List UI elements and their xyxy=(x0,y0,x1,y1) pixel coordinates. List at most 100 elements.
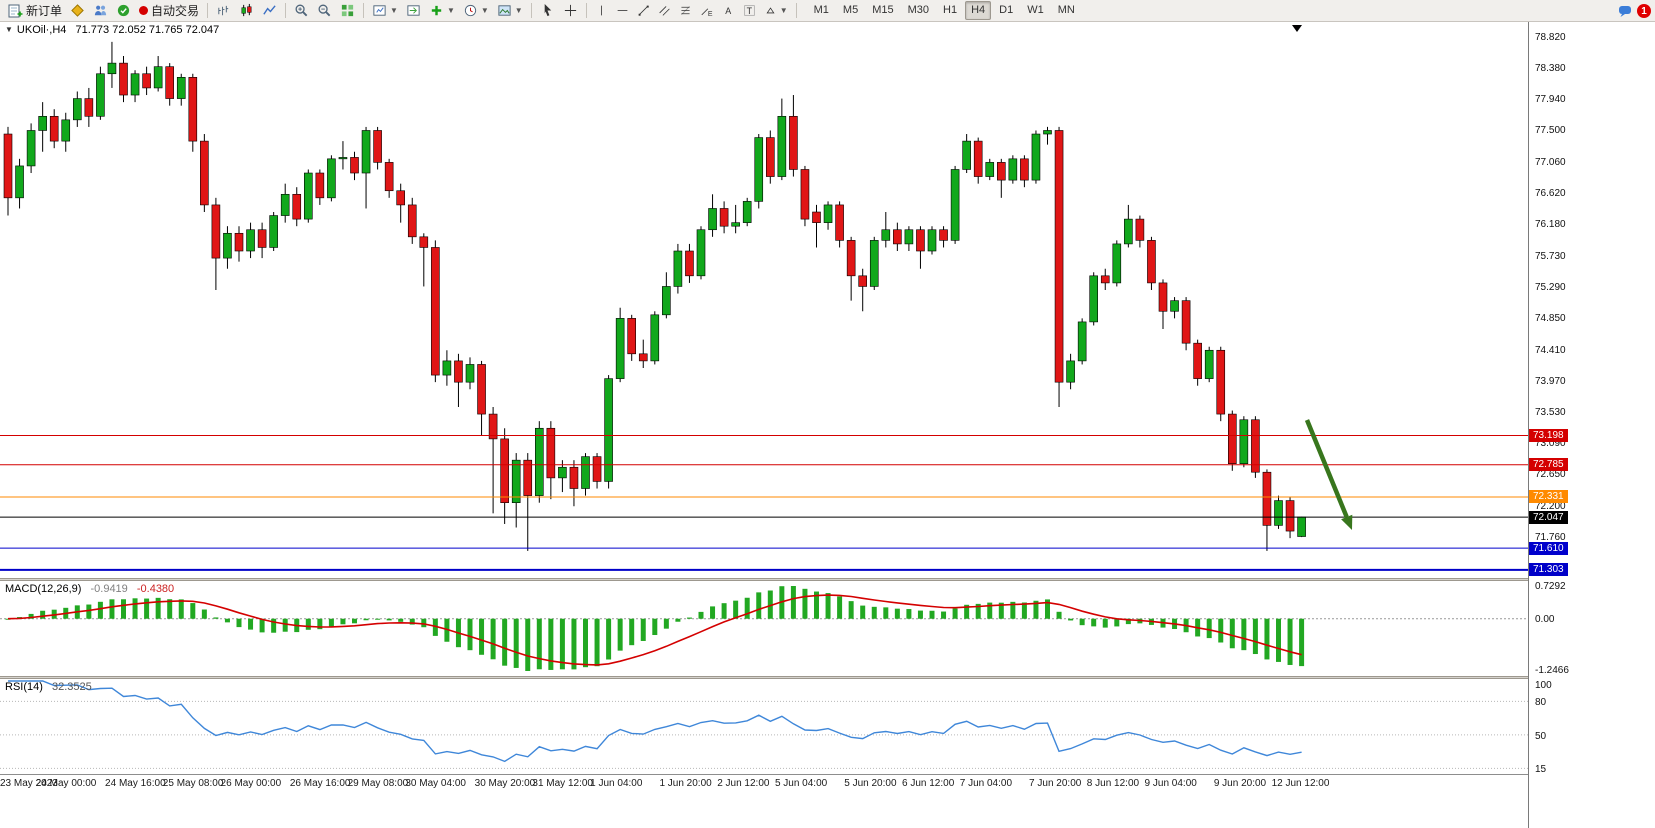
chart-bars-button[interactable] xyxy=(212,0,235,21)
candle-body-down xyxy=(1251,419,1260,473)
trendline-tool-button[interactable] xyxy=(633,0,654,21)
chart-autoscroll-button[interactable] xyxy=(402,0,425,21)
timeframe-h4-button[interactable]: H4 xyxy=(965,1,992,20)
candle-body-up xyxy=(361,130,371,174)
macd-histogram-bar xyxy=(710,606,716,619)
zoom-out-button[interactable] xyxy=(313,0,336,21)
crosshair-icon xyxy=(564,4,576,17)
time-label: 30 May 04:00 xyxy=(405,778,466,789)
price-axis[interactable]: 78.820 78.380 77.940 77.500 77.060 76.620 76.1… xyxy=(1528,22,1655,828)
tile-windows-button[interactable] xyxy=(336,0,359,21)
timeframe-d1-button[interactable]: D1 xyxy=(999,4,1014,16)
timeframe-m30-button[interactable]: M30 xyxy=(907,4,930,16)
price-chart-panel[interactable]: ▼ UKOil·,H4 71.773 72.052 71.765 72.047 xyxy=(0,22,1528,578)
candle-body-up xyxy=(442,360,452,376)
macd-histogram-bar xyxy=(1079,618,1085,626)
timeframe-m15-button[interactable]: M15 xyxy=(872,4,894,16)
price-tick: 76.180 xyxy=(1535,219,1566,231)
candle-body-up xyxy=(696,229,706,277)
autotrading-button[interactable]: 自动交易 xyxy=(135,0,203,21)
time-label: 24 May 00:00 xyxy=(35,778,97,789)
macd-chart-canvas[interactable] xyxy=(0,581,1528,676)
time-label: 23 May 2023 xyxy=(0,778,58,789)
chart-shift-button[interactable]: ▼ xyxy=(368,0,402,21)
macd-histogram-bar xyxy=(571,618,577,670)
rsi-chart-canvas[interactable] xyxy=(0,679,1528,774)
chart-candles-button[interactable] xyxy=(235,0,258,21)
horizontal-line-tool-button[interactable] xyxy=(612,0,633,21)
candle-body-up xyxy=(1239,419,1249,465)
macd-panel[interactable]: MACD(12,26,9) -0.9419 -0.4380 xyxy=(0,581,1528,676)
one-click-trading-toggle-icon[interactable]: ▼ xyxy=(5,25,13,34)
candle-body-down xyxy=(3,133,13,199)
timeframe-m5-button[interactable]: M5 xyxy=(842,4,859,16)
candle-body-up xyxy=(1274,500,1283,526)
market-watch-button[interactable] xyxy=(89,0,112,21)
macd-histogram-bar xyxy=(213,617,219,619)
rsi-panel[interactable]: RSI(14) 32.3525 xyxy=(0,679,1528,774)
crosshair-tool-button[interactable] xyxy=(559,0,582,21)
toolbar-separator xyxy=(207,3,209,18)
macd-histogram-bar xyxy=(1287,618,1293,665)
timeframe-mn-button[interactable]: MN xyxy=(1057,4,1075,16)
macd-histogram-bar xyxy=(698,611,704,619)
macd-histogram-bar xyxy=(929,610,935,619)
candle-body-up xyxy=(246,229,255,252)
candlestick-chart-canvas[interactable] xyxy=(0,22,1528,578)
equidistant-tool-button[interactable]: E xyxy=(696,0,718,21)
market-depth-button[interactable] xyxy=(66,0,89,21)
macd-main-value: -0.9419 xyxy=(90,583,128,595)
candle-body-down xyxy=(384,162,394,192)
vertical-line-tool-button[interactable] xyxy=(591,0,612,21)
macd-histogram-bar xyxy=(536,618,542,670)
notification-badge[interactable]: 1 xyxy=(1637,4,1651,18)
cursor-tool-button[interactable] xyxy=(536,0,559,21)
timeframe-group: M1 M5 M15 M30 H1 H4 D1 W1 MN xyxy=(807,1,1082,20)
candle-body-up xyxy=(1112,243,1122,284)
timeframe-h1-button[interactable]: H1 xyxy=(943,4,958,16)
macd-histogram-bar xyxy=(5,618,11,620)
chart-line-button[interactable] xyxy=(258,0,281,21)
macd-histogram-bar xyxy=(790,586,796,619)
macd-histogram-bar xyxy=(513,618,519,668)
periods-button[interactable]: ▼ xyxy=(459,0,493,21)
zoom-in-button[interactable] xyxy=(290,0,313,21)
new-order-button[interactable]: 新订单 xyxy=(3,0,66,21)
channel-tool-button[interactable] xyxy=(654,0,675,21)
macd-histogram-bar xyxy=(814,591,819,619)
price-tick: 75.730 xyxy=(1535,250,1566,262)
candle-body-down xyxy=(407,204,417,238)
chat-icon[interactable] xyxy=(1617,3,1633,19)
text-tool-button[interactable]: T xyxy=(739,0,760,21)
price-tick: 74.850 xyxy=(1535,313,1566,325)
time-axis[interactable]: 23 May 2023 24 May 00:00 24 May 16:00 25 Ma… xyxy=(0,774,1528,793)
community-button[interactable] xyxy=(112,0,135,21)
dropdown-caret-icon: ▼ xyxy=(390,5,398,15)
market-watch-icon xyxy=(94,5,107,16)
candle-body-up xyxy=(985,162,995,177)
templates-button[interactable]: ▼ xyxy=(493,0,527,21)
candle-body-down xyxy=(1285,500,1295,532)
macd-histogram-bar xyxy=(144,598,150,619)
macd-histogram-bar xyxy=(1241,618,1247,651)
candle-body-down xyxy=(627,318,637,355)
price-tick: 77.060 xyxy=(1535,156,1566,168)
arrow-tool-button[interactable]: A xyxy=(718,0,739,21)
timeframe-m1-button[interactable]: M1 xyxy=(813,4,829,16)
chart-window: ▼ UKOil·,H4 71.773 72.052 71.765 72.047 M… xyxy=(0,22,1655,828)
candle-body-down xyxy=(719,208,729,227)
candle-body-up xyxy=(673,250,683,287)
macd-histogram-bar xyxy=(201,609,207,619)
new-chart-button[interactable]: ▼ xyxy=(425,0,459,21)
annotation-arrow-shaft[interactable] xyxy=(1304,419,1349,518)
macd-histogram-bar xyxy=(502,618,508,666)
panel-splitter[interactable] xyxy=(0,578,1655,581)
price-tick: 72.650 xyxy=(1535,469,1566,481)
shapes-dropdown-button[interactable]: ▼ xyxy=(760,0,792,21)
panel-splitter[interactable] xyxy=(0,676,1655,679)
timeframe-w1-button[interactable]: W1 xyxy=(1027,4,1044,16)
rsi-axis-label: 100 xyxy=(1535,680,1552,691)
fibonacci-tool-button[interactable] xyxy=(675,0,696,21)
text-tool-icon: T xyxy=(743,5,755,16)
autotrading-status-icon xyxy=(139,6,149,15)
